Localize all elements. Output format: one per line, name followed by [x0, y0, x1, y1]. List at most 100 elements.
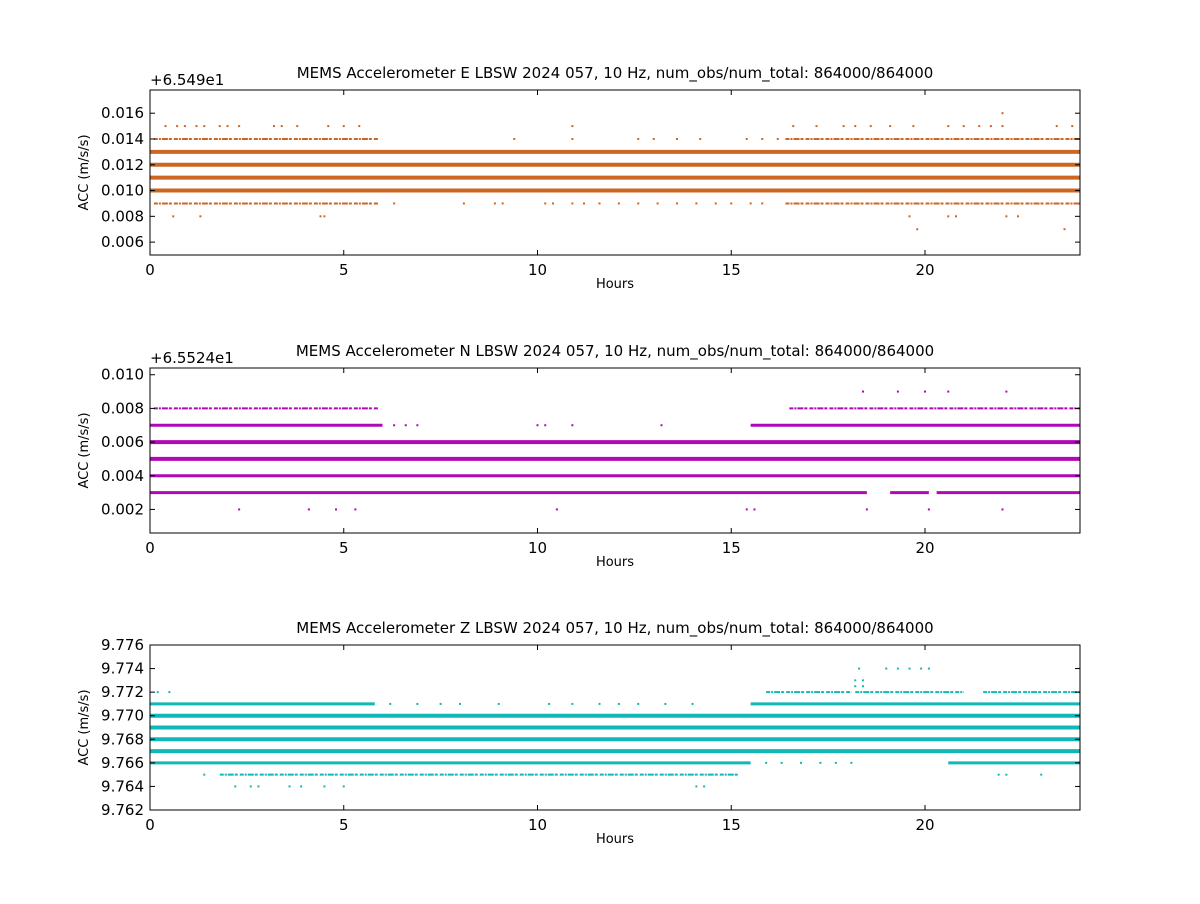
data-point: [335, 508, 337, 511]
data-point: [459, 702, 461, 705]
subplot-1: 0 5 10 15 20 0.002 0.004 0.006 0.008 0.010 MEMS Ac…: [77, 342, 1081, 570]
data-point: [978, 125, 981, 128]
data-point: [676, 137, 678, 140]
data-point: [571, 424, 574, 427]
data-point: [761, 202, 764, 205]
data-point: [176, 125, 179, 128]
data-point: [1001, 508, 1004, 511]
data-point: [536, 424, 539, 427]
axis-offset-label: +6.5524e1: [150, 349, 234, 367]
y-tick-label: 9.764: [101, 777, 144, 795]
data-point: [358, 125, 361, 128]
axes-frame: [149, 367, 1081, 534]
x-tick-label: 5: [339, 261, 349, 279]
data-point: [947, 390, 950, 393]
y-tick-label: 9.770: [101, 707, 144, 725]
data-point: [393, 202, 396, 205]
data-point: [555, 508, 558, 511]
data-point: [156, 691, 159, 694]
x-tick-label: 10: [528, 539, 547, 557]
data-point: [858, 667, 861, 670]
data-point: [319, 215, 322, 218]
data-point: [896, 390, 899, 393]
data-point: [493, 202, 496, 205]
data-point: [889, 125, 892, 128]
data-point: [1005, 390, 1008, 393]
x-tick-label: 5: [339, 816, 349, 834]
data-point: [288, 785, 291, 788]
data-point: [183, 125, 186, 128]
y-tick-label: 0.008: [101, 399, 144, 417]
data-point: [691, 702, 694, 705]
data-point: [583, 202, 585, 205]
chart-title: MEMS Accelerometer E LBSW 2024 057, 10 H…: [297, 64, 934, 83]
data-point: [850, 761, 853, 764]
data-point: [598, 702, 601, 705]
series-0-5: [153, 202, 1080, 205]
x-tick-label: 10: [528, 261, 547, 279]
data-point: [342, 125, 345, 128]
data-point: [815, 125, 818, 128]
data-point: [714, 202, 717, 205]
y-axis-label: ACC (m/s/s): [77, 134, 92, 210]
x-tick-label: 15: [722, 539, 741, 557]
y-axis-label: ACC (m/s/s): [77, 689, 92, 765]
data-point: [226, 125, 229, 128]
data-point: [920, 667, 923, 670]
data-point: [695, 202, 698, 205]
data-point: [199, 215, 202, 218]
x-tick-label: 15: [722, 261, 741, 279]
y-axis-label: ACC (m/s/s): [77, 412, 92, 488]
data-point: [249, 785, 252, 788]
data-point: [865, 508, 868, 511]
series-2-9: [858, 667, 930, 670]
series-1-4: [150, 423, 1080, 427]
data-point: [749, 202, 752, 205]
y-tick-label: 9.766: [101, 754, 144, 772]
data-point: [745, 508, 748, 511]
y-tick-label: 9.772: [101, 683, 144, 701]
data-point: [854, 125, 857, 128]
series-0-7: [1001, 112, 1004, 115]
data-point: [955, 215, 957, 218]
data-point: [296, 125, 299, 128]
data-point: [730, 202, 733, 205]
x-tick-label: 10: [528, 816, 547, 834]
data-point: [1063, 228, 1066, 231]
series-2-4: [150, 761, 1080, 765]
x-axis-label: Hours: [596, 277, 634, 292]
y-tick-label: 9.768: [101, 730, 144, 748]
data-point: [172, 215, 175, 218]
data-point: [1001, 125, 1004, 128]
x-axis-label: Hours: [596, 832, 634, 847]
data-point: [617, 702, 620, 705]
data-point: [513, 137, 516, 140]
series-2-6: [156, 691, 1080, 694]
data-point: [862, 679, 864, 682]
data-point: [1017, 215, 1019, 218]
data-point: [885, 667, 888, 670]
data-point: [327, 125, 330, 128]
data-point: [908, 215, 911, 218]
series-2-10: [203, 773, 1043, 776]
data-point: [854, 679, 857, 682]
data-point: [307, 508, 310, 511]
data-point: [908, 667, 911, 670]
data-point: [637, 702, 640, 705]
data-point: [842, 125, 845, 128]
y-tick-label: 0.008: [101, 207, 144, 225]
data-point: [1001, 112, 1004, 115]
data-point: [168, 691, 171, 694]
data-point: [300, 785, 303, 788]
y-tick-label: 0.004: [101, 467, 144, 485]
data-point: [962, 125, 965, 128]
data-point: [896, 667, 899, 670]
data-point: [342, 785, 345, 788]
y-tick-label: 0.010: [101, 182, 144, 200]
subplot-2: 0 5 10 15 20 9.762 9.764 9.766 9.768 9.770 9.772 9.…: [77, 619, 1081, 847]
data-point: [927, 508, 930, 511]
data-point: [571, 125, 574, 128]
y-tick-label: 0.014: [101, 130, 144, 148]
axes-frame: [149, 644, 1081, 811]
